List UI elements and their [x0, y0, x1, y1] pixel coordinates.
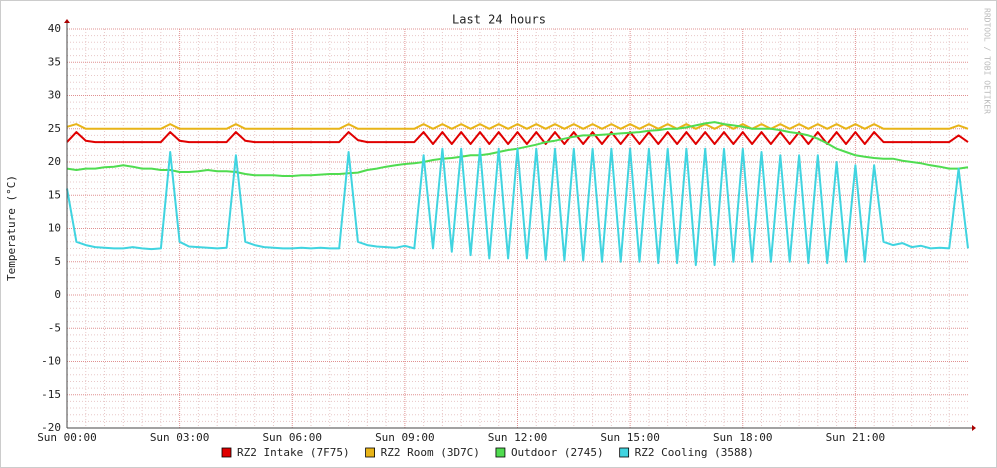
y-tick-label: -10 — [41, 355, 61, 368]
y-tick-label: 35 — [48, 55, 61, 68]
plot — [66, 121, 969, 267]
legend-label: RZ2 Cooling (3588) — [635, 446, 754, 459]
legend-swatch — [495, 447, 506, 458]
x-tick-label: Sun 18:00 — [713, 431, 773, 444]
x-tick-label: Sun 21:00 — [826, 431, 886, 444]
y-tick-label: -20 — [41, 421, 61, 434]
legend-label: RZ2 Room (3D7C) — [381, 446, 480, 459]
legend-swatch — [619, 447, 630, 458]
axes — [64, 19, 976, 431]
y-tick-label: 40 — [48, 22, 61, 35]
y-tick-label: 10 — [48, 222, 61, 235]
chart-title: Last 24 hours — [452, 13, 546, 27]
y-tick-label: -5 — [48, 321, 61, 334]
y-tick-label: 5 — [54, 255, 61, 268]
legend-label: RZ2 Intake (7F75) — [237, 446, 350, 459]
y-tick-label: -15 — [41, 388, 61, 401]
series-line — [66, 123, 969, 130]
x-tick-label: Sun 06:00 — [262, 431, 322, 444]
x-tick-label: Sun 15:00 — [600, 431, 660, 444]
series-line — [66, 147, 969, 267]
y-tick-label: 15 — [48, 188, 61, 201]
legend-swatch — [221, 447, 232, 458]
watermark: RRDTOOL / TOBI OETIKER — [983, 8, 992, 114]
y-tick-label: 30 — [48, 89, 61, 102]
legend: RZ2 Intake (7F75) RZ2 Room (3D7C) Outdoor … — [221, 446, 754, 459]
y-axis-label: Temperature (°C) — [5, 175, 18, 281]
y-tick-label: 20 — [48, 155, 61, 168]
legend-label: Outdoor (2745) — [511, 446, 604, 459]
series-line — [66, 131, 969, 145]
x-tick-label: Sun 09:00 — [375, 431, 435, 444]
x-tick-label: Sun 03:00 — [150, 431, 210, 444]
y-arrow — [64, 19, 70, 23]
y-tick-label: 0 — [54, 288, 61, 301]
legend-swatch — [365, 447, 375, 458]
x-tick-label: Sun 00:00 — [37, 431, 97, 444]
y-tick-label: 25 — [48, 122, 61, 135]
x-arrow — [972, 425, 976, 431]
x-tick-label: Sun 12:00 — [488, 431, 548, 444]
